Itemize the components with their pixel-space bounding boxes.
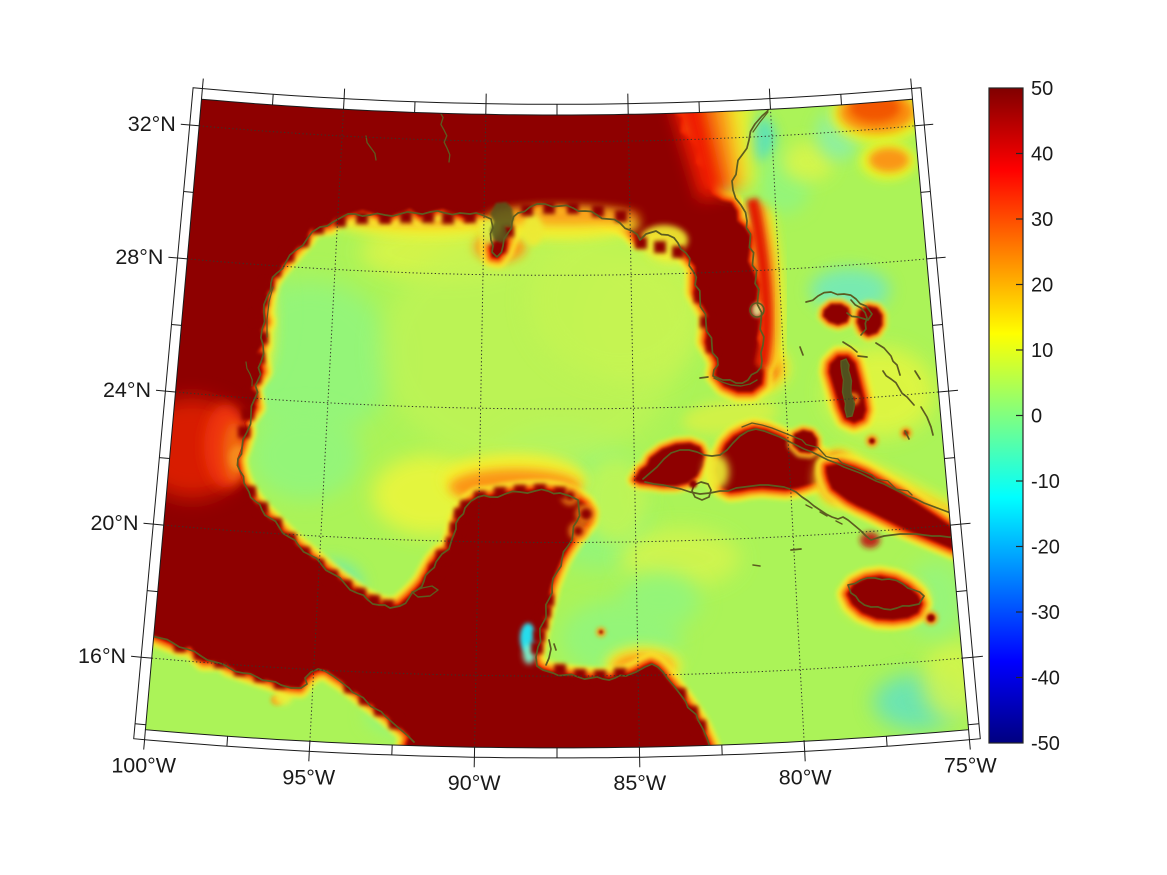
svg-text:-50: -50 [1031, 733, 1060, 755]
svg-text:80°W: 80°W [779, 765, 833, 789]
svg-text:28°N: 28°N [115, 245, 163, 269]
svg-text:16°N: 16°N [78, 644, 126, 668]
svg-text:100°W: 100°W [111, 754, 176, 778]
svg-text:40: 40 [1031, 144, 1053, 166]
svg-text:-10: -10 [1031, 471, 1060, 493]
svg-text:90°W: 90°W [448, 771, 502, 795]
svg-text:50: 50 [1031, 78, 1053, 100]
svg-text:10: 10 [1031, 340, 1053, 362]
svg-text:32°N: 32°N [128, 112, 176, 136]
svg-text:20: 20 [1031, 275, 1053, 297]
svg-text:75°W: 75°W [944, 754, 998, 778]
svg-text:0: 0 [1031, 406, 1042, 428]
svg-text:85°W: 85°W [613, 771, 667, 795]
svg-text:-30: -30 [1031, 602, 1060, 624]
svg-text:-20: -20 [1031, 537, 1060, 559]
svg-text:30: 30 [1031, 209, 1053, 231]
svg-text:95°W: 95°W [282, 765, 336, 789]
svg-text:24°N: 24°N [103, 378, 151, 402]
svg-text:20°N: 20°N [90, 511, 138, 535]
svg-text:-40: -40 [1031, 668, 1060, 690]
